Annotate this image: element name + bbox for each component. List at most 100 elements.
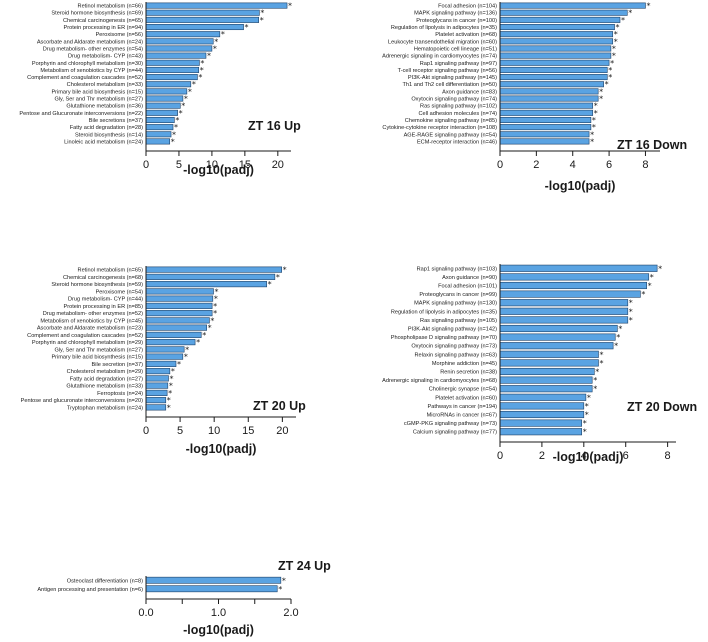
category-label: Glutathione metabolism (n=33) bbox=[66, 384, 143, 390]
significance-marker: * bbox=[283, 266, 287, 275]
x-tick-label: 15 bbox=[239, 159, 251, 171]
bar bbox=[145, 295, 214, 302]
category-label: Focal adhesion (n=104) bbox=[438, 4, 497, 10]
significance-marker: * bbox=[174, 123, 178, 132]
significance-marker: * bbox=[599, 87, 603, 96]
significance-marker: * bbox=[192, 80, 196, 89]
category-label: Ras signaling pathway (n=102) bbox=[420, 104, 497, 110]
bar bbox=[145, 116, 175, 123]
bar bbox=[499, 290, 641, 298]
significance-marker: * bbox=[585, 402, 589, 411]
category-label: Hematopoietic cell lineage (n=51) bbox=[414, 46, 497, 52]
category-label: Peroxisome (n=56) bbox=[96, 32, 144, 38]
category-label: Metabolism of xenobiotics by CYP (n=44) bbox=[40, 68, 143, 74]
category-label: Metabolism of xenobiotics by CYP (n=45) bbox=[40, 318, 143, 324]
panel-title: ZT 20 Up bbox=[253, 399, 306, 413]
category-label: AGE-RAGE signaling pathway (n=54) bbox=[404, 132, 498, 138]
bar bbox=[499, 264, 658, 272]
significance-marker: * bbox=[288, 2, 292, 11]
significance-marker: * bbox=[221, 30, 225, 39]
category-label: Rap1 signaling pathway (n=97) bbox=[420, 61, 497, 67]
x-tick-label: 4 bbox=[581, 450, 587, 462]
significance-marker: * bbox=[587, 393, 591, 402]
category-label: Morphine addiction (n=45) bbox=[432, 361, 497, 367]
significance-marker: * bbox=[648, 282, 652, 291]
x-tick-label: 5 bbox=[177, 425, 183, 437]
bar bbox=[145, 45, 213, 52]
significance-marker: * bbox=[593, 376, 597, 385]
bar bbox=[145, 375, 169, 382]
category-label: Axon guidance (n=83) bbox=[442, 89, 497, 95]
significance-marker: * bbox=[172, 130, 176, 139]
category-label: Chemical carcinogenesis (n=68) bbox=[63, 275, 143, 281]
bar bbox=[499, 116, 592, 123]
significance-marker: * bbox=[207, 52, 211, 61]
category-label: Peroxisome (n=54) bbox=[96, 289, 144, 295]
category-label: Chemical carcinogenesis (n=65) bbox=[63, 18, 143, 24]
category-label: Axon guidance (n=90) bbox=[442, 275, 497, 281]
significance-marker: * bbox=[188, 87, 192, 96]
category-label: Cytokine-cytokine receptor interaction (… bbox=[382, 125, 497, 131]
bar bbox=[499, 66, 608, 73]
bar bbox=[499, 273, 650, 281]
category-label: Ascorbate and Aldarate metabolism (n=23) bbox=[37, 326, 143, 332]
category-label: Cell adhesion molecules (n=74) bbox=[418, 111, 497, 117]
category-label: Osteoclast differentiation (n=8) bbox=[67, 578, 143, 584]
chart-zt20-up: Retinol metabolism (n=65) * Chemical carci… bbox=[21, 266, 307, 456]
category-label: Chemokine signaling pathway (n=85) bbox=[405, 118, 497, 124]
x-tick-label: 0 bbox=[497, 450, 503, 462]
x-axis-label: -log10(padj) bbox=[553, 450, 624, 464]
bar bbox=[499, 367, 595, 376]
x-tick-label: 2.0 bbox=[283, 607, 298, 619]
bar bbox=[145, 288, 214, 295]
category-label: Retinol metabolism (n=66) bbox=[78, 4, 144, 10]
x-tick-label: 0.0 bbox=[138, 607, 153, 619]
category-label: Ferroptosis (n=24) bbox=[97, 391, 143, 397]
bar bbox=[145, 52, 207, 59]
significance-marker: * bbox=[618, 325, 622, 334]
category-label: Oxytocin signaling pathway (n=73) bbox=[411, 344, 497, 350]
bar bbox=[499, 410, 585, 419]
bar bbox=[499, 428, 583, 436]
significance-marker: * bbox=[595, 368, 599, 377]
x-tick-label: 20 bbox=[272, 159, 284, 171]
x-tick-label: 10 bbox=[208, 425, 220, 437]
significance-marker: * bbox=[646, 2, 650, 11]
significance-marker: * bbox=[171, 137, 175, 146]
category-label: Drug metabolism- CYP (n=43) bbox=[68, 54, 143, 60]
bar bbox=[499, 393, 587, 401]
significance-marker: * bbox=[614, 342, 618, 351]
significance-marker: * bbox=[590, 130, 594, 139]
bar bbox=[145, 281, 267, 288]
category-label: Cholesterol metabolism (n=29) bbox=[67, 369, 143, 375]
bar bbox=[145, 302, 213, 309]
category-label: Pathways in cancer (n=194) bbox=[428, 404, 498, 410]
bar bbox=[145, 585, 278, 593]
significance-marker: * bbox=[658, 264, 662, 273]
category-label: Rap1 signaling pathway (n=103) bbox=[417, 266, 498, 272]
category-label: Glutathione metabolism (n=36) bbox=[66, 104, 143, 110]
bar bbox=[145, 131, 172, 138]
x-tick-label: 0 bbox=[143, 159, 149, 171]
category-label: Porphyrin and chlorophyll metabolism (n=… bbox=[32, 61, 143, 67]
category-label: Calcium signaling pathway (n=77) bbox=[413, 430, 497, 436]
bar bbox=[145, 317, 210, 324]
bar bbox=[145, 382, 169, 389]
category-label: Proteoglycans in cancer (n=99) bbox=[419, 292, 497, 298]
category-label: Steroid hormone biosynthesis (n=69) bbox=[51, 11, 143, 17]
significance-marker: * bbox=[198, 73, 202, 82]
chart-zt24-up: Osteoclast differentiation (n=8) * Antigen… bbox=[37, 559, 331, 637]
category-label: T-cell receptor signaling pathway (n=56) bbox=[398, 68, 497, 74]
significance-marker: * bbox=[215, 287, 219, 296]
x-tick-label: 0 bbox=[497, 159, 503, 171]
bar bbox=[145, 331, 202, 338]
category-label: Th1 and Th2 cell differentiation (n=50) bbox=[403, 82, 498, 88]
category-label: Antigen processing and presentation (n=6… bbox=[37, 587, 143, 593]
bar bbox=[499, 131, 590, 138]
bar bbox=[145, 59, 200, 66]
significance-marker: * bbox=[594, 109, 598, 118]
significance-marker: * bbox=[612, 52, 616, 61]
bar bbox=[145, 138, 171, 145]
category-label: Gly, Ser and Thr metabolism (n=27) bbox=[54, 347, 143, 353]
category-label: Drug metabolism- CYP (n=44) bbox=[68, 297, 143, 303]
